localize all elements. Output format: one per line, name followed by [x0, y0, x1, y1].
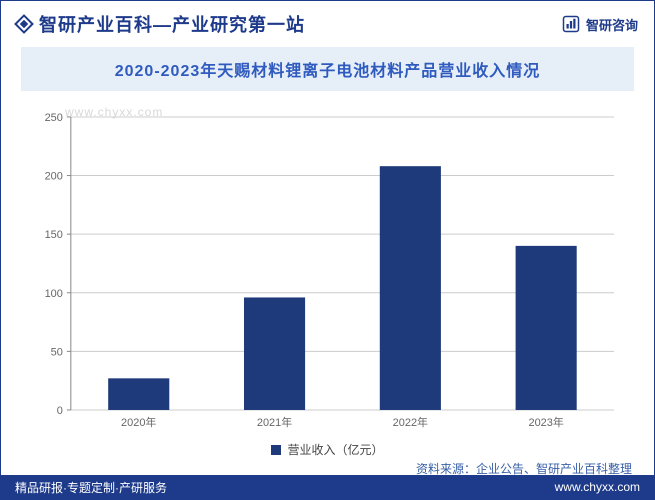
svg-text:2020年: 2020年 — [121, 415, 156, 429]
legend-label: 营业收入（亿元） — [287, 441, 383, 458]
bar-chart: 0 50 100 150 200 250 2020年 2021年 2022年 2023年 — [21, 99, 634, 438]
chart-legend: 营业收入（亿元） — [1, 441, 654, 458]
diamond-icon — [14, 14, 34, 34]
svg-text:200: 200 — [45, 171, 63, 183]
bar — [108, 378, 169, 410]
footer-bar: 精品研报·专题定制·产研服务 www.chyxx.com — [1, 475, 654, 499]
chart-title: 2020-2023年天赐材料锂离子电池材料产品营业收入情况 — [29, 57, 626, 81]
svg-text:2022年: 2022年 — [393, 415, 428, 429]
title-band: 2020-2023年天赐材料锂离子电池材料产品营业收入情况 — [21, 47, 634, 91]
bar — [244, 297, 305, 410]
svg-text:50: 50 — [51, 346, 63, 358]
bar — [380, 166, 441, 410]
svg-text:2021年: 2021年 — [257, 415, 292, 429]
logo-label: 智研咨询 — [586, 15, 638, 34]
brand-title: 智研产业百科—产业研究第一站 — [39, 11, 305, 37]
svg-text:0: 0 — [57, 405, 63, 417]
header-left: 智研产业百科—产业研究第一站 — [17, 11, 305, 37]
logo-icon — [562, 15, 580, 33]
legend-swatch — [271, 445, 281, 455]
bar — [516, 246, 577, 410]
svg-text:100: 100 — [45, 288, 63, 300]
header-right: 智研咨询 — [562, 15, 638, 34]
footer-right: www.chyxx.com — [555, 480, 640, 494]
svg-text:150: 150 — [45, 229, 63, 241]
svg-text:2023年: 2023年 — [528, 415, 563, 429]
footer-left: 精品研报·专题定制·产研服务 — [15, 479, 167, 496]
chart-area: www.chyxx.com 0501001502002502020年2021年2… — [21, 99, 634, 439]
header-bar: 智研产业百科—产业研究第一站 智研咨询 — [1, 1, 654, 43]
svg-text:250: 250 — [45, 112, 63, 124]
